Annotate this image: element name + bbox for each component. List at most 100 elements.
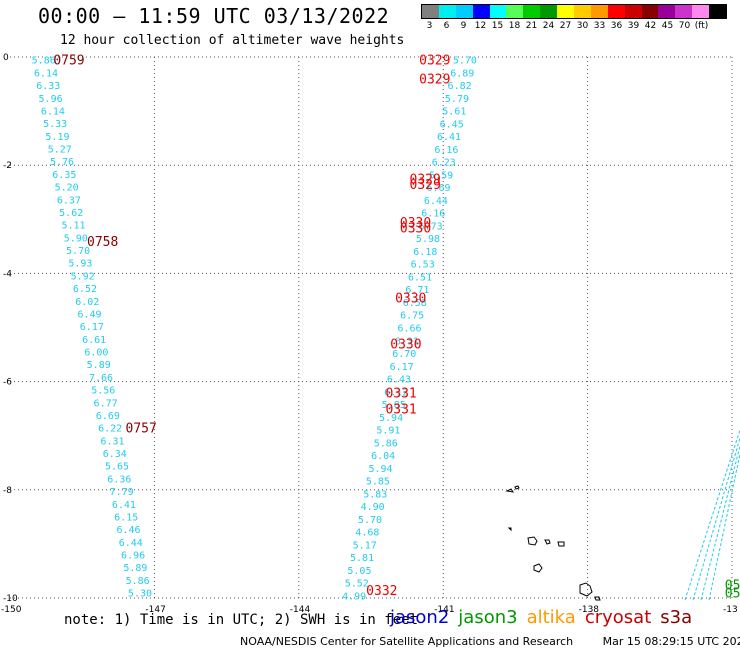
swh-value-label: 5.05: [347, 566, 371, 577]
pass-time-label: 0329: [410, 178, 441, 193]
swh-value-label: 5.70: [358, 515, 382, 526]
color-scale-swatch: [692, 5, 710, 18]
swh-value-label: 6.44: [119, 538, 143, 549]
swh-value-label: 5.20: [55, 183, 79, 194]
color-scale-label: 27: [559, 21, 572, 31]
edge-track-line: [700, 445, 740, 601]
swh-value-label: 6.16: [421, 209, 445, 220]
swh-value-label: 6.31: [395, 336, 419, 347]
footnote: note: 1) Time is in UTC; 2) SWH is in fe…: [64, 612, 419, 628]
swh-value-label: 5.61: [442, 107, 466, 118]
color-scale-labels: 3 6 9 12 15 18 21 24 27 30 33 36 39 42 45 70 (ft): [421, 21, 740, 31]
pass-time-label: 0332: [366, 584, 397, 599]
y-tick-label: -8: [3, 486, 12, 496]
color-scale-swatch: [506, 5, 524, 18]
swh-value-label: 5.86: [374, 438, 398, 449]
swh-value-label: 6.71: [405, 285, 429, 296]
color-scale-swatch: [540, 5, 558, 18]
pass-time-label: 0757: [126, 422, 157, 437]
swh-value-label: 5.92: [71, 271, 95, 282]
color-scale-label: 6: [443, 21, 450, 31]
island-outlines: [505, 485, 601, 601]
swh-value-label: 5.83: [363, 489, 387, 500]
swh-value-label: 5.56: [91, 386, 115, 397]
swh-value-label: 7.79: [110, 487, 134, 498]
swh-value-label: 6.49: [78, 309, 102, 320]
color-scale-label: 36: [610, 21, 623, 31]
swh-value-label: 6.69: [426, 183, 450, 194]
color-scale-swatch: [624, 5, 642, 18]
swh-value-label: 6.52: [73, 284, 97, 295]
swh-value-label: 6.43: [387, 375, 411, 386]
color-scale-swatch: [590, 5, 608, 18]
color-scale-label: 45: [661, 21, 674, 31]
color-scale-swatch: [574, 5, 591, 18]
pass-time-label: 0758: [87, 235, 118, 250]
swh-value-label: 5.96: [39, 94, 63, 105]
color-scale-swatch: [472, 5, 490, 18]
color-scale-label: 9: [460, 21, 467, 31]
swh-value-label: 5.70: [453, 56, 477, 67]
x-tick-label: -141: [434, 605, 454, 615]
color-scale-swatch: [455, 5, 473, 18]
swh-value-label: 6.69: [96, 411, 120, 422]
edge-time-label: 055: [725, 578, 740, 593]
color-scale-swatch: [557, 5, 575, 18]
swh-value-label: 6.82: [448, 81, 472, 92]
color-scale-swatch: [489, 5, 507, 18]
island-outline: [505, 488, 515, 493]
x-tick-label: -144: [290, 605, 311, 615]
color-scale-swatch: [658, 5, 676, 18]
swh-value-label: 6.66: [397, 324, 421, 335]
color-scale-label: 70: [678, 21, 691, 31]
swh-value-label: 5.79: [445, 94, 469, 105]
swh-value-label: 6.61: [82, 335, 106, 346]
color-scale-label: 12: [474, 21, 487, 31]
swh-value-label: 5.93: [68, 259, 92, 270]
color-scale-label: 33: [593, 21, 606, 31]
island-outline: [514, 485, 520, 490]
island-outline: [533, 563, 543, 573]
swh-value-label: 5.76: [50, 157, 74, 168]
color-scale: 3 6 9 12 15 18 21 24 27 30 33 36 39 42 45 70 (ft): [421, 4, 740, 31]
swh-value-label: 6.37: [57, 195, 81, 206]
swh-value-label: 6.00: [84, 348, 108, 359]
y-tick-label: -6: [3, 378, 12, 388]
swh-value-label: 5.86: [126, 576, 150, 587]
swh-value-label: 4.68: [355, 528, 379, 539]
swh-value-label: 5.52: [345, 579, 369, 590]
swh-value-label: 6.23: [432, 158, 456, 169]
legend-item-jason2: jason2: [390, 607, 450, 628]
color-scale-swatch: [709, 5, 727, 18]
color-scale-label: 24: [542, 21, 555, 31]
pass-time-label: 0330: [390, 338, 421, 353]
color-scale-label: (ft): [694, 21, 709, 31]
island-outline: [544, 539, 551, 545]
island-outline: [557, 541, 565, 547]
credit-line: NOAA/NESDIS Center for Satellite Applica…: [240, 635, 740, 648]
swh-value-label: 5.19: [45, 132, 69, 143]
page-title: 00:00 – 11:59 UTC 03/13/2022: [38, 4, 390, 28]
x-tick-label: -150: [1, 605, 22, 615]
pass-time-label: 0331: [385, 386, 416, 401]
swh-value-label: 6.41: [437, 132, 461, 143]
x-tick-label: -138: [579, 605, 600, 615]
swh-value-label: 6.04: [371, 451, 395, 462]
swh-value-label: 6.96: [121, 551, 145, 562]
swh-value-label: 5.91: [376, 426, 400, 437]
swh-value-label: 5.85: [366, 477, 390, 488]
swh-value-label: 6.46: [116, 525, 140, 536]
edge-track-line: [684, 429, 740, 601]
swh-value-label: 6.02: [75, 297, 99, 308]
swh-value-label: 6.35: [52, 170, 76, 181]
swh-value-label: 5.85: [382, 400, 406, 411]
color-scale-label: 21: [525, 21, 538, 31]
x-tick-label: -13: [723, 605, 738, 615]
swh-value-label: 5.27: [48, 145, 72, 156]
swh-value-label: 5.89: [87, 360, 111, 371]
color-scale-swatch: [641, 5, 659, 18]
swh-value-label: 6.33: [36, 81, 60, 92]
swh-value-label: 6.53: [411, 260, 435, 271]
swh-value-label: 5.90: [64, 233, 88, 244]
swh-value-label: 6.22: [98, 424, 122, 435]
